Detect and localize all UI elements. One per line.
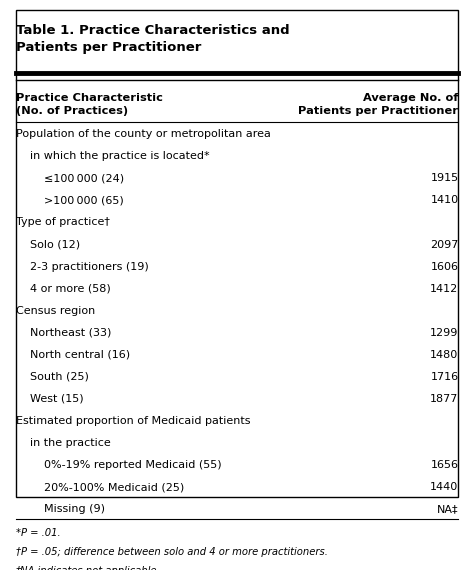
Text: Average No. of
Patients per Practitioner: Average No. of Patients per Practitioner bbox=[299, 93, 458, 116]
Text: 1716: 1716 bbox=[430, 372, 458, 382]
Text: †P = .05; difference between solo and 4 or more practitioners.: †P = .05; difference between solo and 4 … bbox=[16, 547, 328, 557]
Text: in which the practice is located*: in which the practice is located* bbox=[30, 151, 210, 161]
Text: West (15): West (15) bbox=[30, 394, 83, 404]
Text: Type of practice†: Type of practice† bbox=[16, 217, 109, 227]
Text: 0%-19% reported Medicaid (55): 0%-19% reported Medicaid (55) bbox=[44, 460, 221, 470]
Text: ≤100 000 (24): ≤100 000 (24) bbox=[44, 173, 124, 184]
Text: 4 or more (58): 4 or more (58) bbox=[30, 284, 110, 294]
Text: ‡NA indicates not applicable.: ‡NA indicates not applicable. bbox=[16, 567, 160, 570]
Text: Missing (9): Missing (9) bbox=[44, 504, 105, 514]
Text: 1656: 1656 bbox=[430, 460, 458, 470]
Text: 1440: 1440 bbox=[430, 482, 458, 492]
Text: 1299: 1299 bbox=[430, 328, 458, 338]
Text: 2097: 2097 bbox=[430, 239, 458, 250]
Text: 1877: 1877 bbox=[430, 394, 458, 404]
Text: *P = .01.: *P = .01. bbox=[16, 528, 60, 538]
Text: 1412: 1412 bbox=[430, 284, 458, 294]
Text: Practice Characteristic
(No. of Practices): Practice Characteristic (No. of Practice… bbox=[16, 93, 163, 116]
Text: South (25): South (25) bbox=[30, 372, 89, 382]
Text: North central (16): North central (16) bbox=[30, 350, 130, 360]
Text: in the practice: in the practice bbox=[30, 438, 110, 448]
Text: Estimated proportion of Medicaid patients: Estimated proportion of Medicaid patient… bbox=[16, 416, 250, 426]
Text: Table 1. Practice Characteristics and
Patients per Practitioner: Table 1. Practice Characteristics and Pa… bbox=[16, 24, 289, 54]
Text: >100 000 (65): >100 000 (65) bbox=[44, 196, 124, 205]
Text: 1915: 1915 bbox=[430, 173, 458, 184]
Text: Population of the county or metropolitan area: Population of the county or metropolitan… bbox=[16, 129, 270, 139]
Text: 1606: 1606 bbox=[430, 262, 458, 271]
Text: NA‡: NA‡ bbox=[437, 504, 458, 514]
Text: 1410: 1410 bbox=[430, 196, 458, 205]
Text: Census region: Census region bbox=[16, 306, 95, 316]
Text: Solo (12): Solo (12) bbox=[30, 239, 80, 250]
Text: 20%-100% Medicaid (25): 20%-100% Medicaid (25) bbox=[44, 482, 184, 492]
Text: 2-3 practitioners (19): 2-3 practitioners (19) bbox=[30, 262, 148, 271]
Text: Northeast (33): Northeast (33) bbox=[30, 328, 111, 338]
Text: 1480: 1480 bbox=[430, 350, 458, 360]
